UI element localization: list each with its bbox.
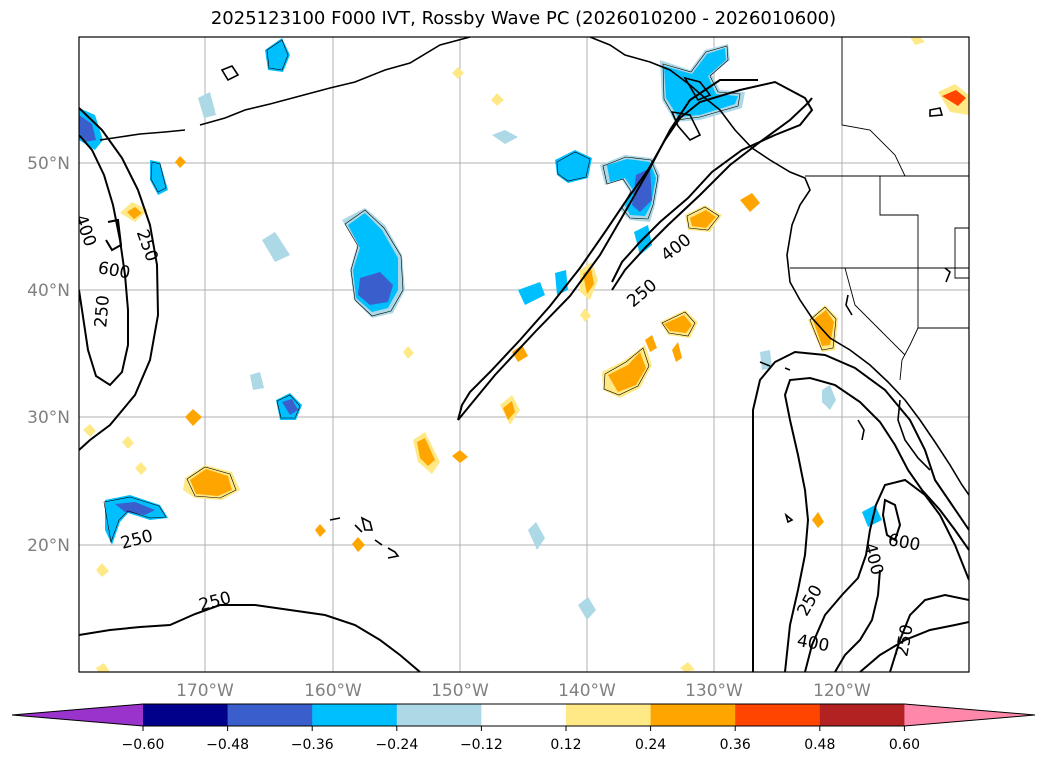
ivt-pos-region (403, 346, 414, 359)
ivt-pos-region (135, 462, 147, 475)
ivt-pos-region (190, 469, 232, 496)
colorbar-extend-low (12, 704, 143, 726)
ivt-neg-region (79, 115, 96, 142)
colorbar-tick-label: 0.12 (550, 737, 581, 753)
ivt-neg-region (822, 385, 836, 410)
ivt-pos-region (452, 67, 464, 79)
wave-contours (79, 79, 969, 672)
ivt-neg-region (198, 92, 216, 118)
ivt-pos-region (96, 663, 110, 672)
colorbar-tick-label: −0.24 (375, 737, 418, 753)
ivt-pos-region (812, 512, 824, 528)
lat-label-40n: 40°N (27, 281, 70, 301)
colorbar-segment (312, 704, 398, 726)
ivt-neg-region (282, 399, 298, 415)
colorbar-segment (227, 704, 313, 726)
ivt-neg-region (578, 597, 596, 620)
ivt-pos-region (690, 210, 716, 228)
lat-label-20n: 20°N (27, 536, 70, 556)
colorbar-tick-label: −0.12 (460, 737, 503, 753)
lon-label-160w: 160°W (304, 681, 362, 701)
ivt-pos-region (491, 93, 504, 106)
colorbar-tick-label: 0.24 (635, 737, 666, 753)
colorbar-segment (481, 704, 567, 726)
ivt-neg-region (492, 130, 518, 144)
colorbar-segment (650, 704, 736, 726)
colorbar-extend-high (904, 704, 1035, 726)
ivt-pos-region (608, 352, 646, 392)
ivt-pos-region (503, 401, 515, 420)
ivt-neg-region (150, 160, 168, 195)
ivt-pos-region (580, 308, 591, 322)
ivt-neg-region (250, 372, 264, 390)
ivt-pos-region (910, 37, 925, 45)
colorbar-tick-label: −0.48 (206, 737, 249, 753)
state-borders (790, 37, 969, 381)
ivt-pos-region (417, 438, 435, 466)
colorbar-tick-label: −0.36 (291, 737, 334, 753)
ivt-neg-region (358, 272, 393, 305)
colorbar-segment (735, 704, 821, 726)
ivt-pos-region (942, 90, 966, 106)
ivt-pos-region (96, 563, 109, 577)
ivt-neg-region (518, 282, 545, 305)
ivt-pos-region (83, 424, 96, 437)
ivt-neg-region (632, 168, 652, 212)
lon-label-150w: 150°W (431, 681, 489, 701)
ivt-pos-region (185, 409, 202, 426)
ivt-anomaly-outlines (103, 39, 837, 544)
colorbar-tick-label: −0.60 (122, 737, 165, 753)
map-title: 2025123100 F000 IVT, Rossby Wave PC (202… (210, 8, 837, 29)
colorbar-segment (143, 704, 229, 726)
ivt-neg-region (265, 38, 290, 72)
ivt-pos-region (512, 345, 528, 362)
lat-label-30n: 30°N (27, 408, 70, 428)
colorbar: −0.60 −0.48 −0.36 −0.24 −0.12 0.12 0.24 0.36 0.4… (11, 703, 1036, 753)
ivt-pos-region (352, 537, 365, 552)
ivt-pos-region (315, 524, 326, 537)
ivt-pos-region (175, 156, 186, 168)
colorbar-segment (566, 704, 652, 726)
longitude-labels: 170°W 160°W 150°W 140°W 130°W 120°W (176, 681, 871, 701)
ivt-pos-region (664, 315, 692, 333)
ivt-pos-region (452, 450, 468, 463)
ivt-pos-region (672, 342, 682, 362)
lon-label-140w: 140°W (558, 681, 616, 701)
ivt-pos-region (645, 335, 657, 352)
lon-label-120w: 120°W (813, 681, 871, 701)
ivt-pos-region (740, 193, 760, 212)
ivt-pos-region (680, 662, 695, 672)
ivt-neg-region (528, 522, 545, 550)
ivt-pos-region (127, 207, 142, 219)
graticule (79, 37, 969, 672)
colorbar-segment (819, 704, 905, 726)
colorbar-segment (396, 704, 482, 726)
colorbar-tick-label: 0.48 (804, 737, 835, 753)
map-border (78, 36, 970, 673)
colorbar-tick-label: 0.36 (720, 737, 751, 753)
latitude-labels: 50°N 40°N 30°N 20°N (27, 154, 70, 556)
lat-label-50n: 50°N (27, 154, 70, 174)
ivt-neg-region (862, 505, 882, 527)
lon-label-130w: 130°W (685, 681, 743, 701)
ivt-neg-region (115, 502, 155, 515)
lon-label-170w: 170°W (176, 681, 234, 701)
ivt-neg-region (262, 232, 290, 262)
colorbar-tick-label: 0.60 (889, 737, 920, 753)
ivt-pos-region (122, 436, 134, 449)
contour-label: 250 (91, 294, 114, 328)
